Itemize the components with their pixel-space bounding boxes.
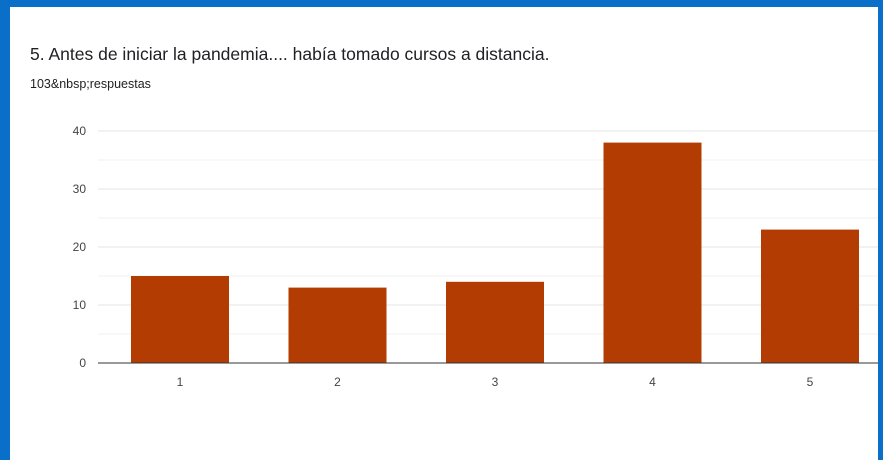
bar-3 (446, 281, 544, 363)
bar-4 (603, 142, 702, 363)
bar-1 (131, 276, 229, 363)
y-tick-label: 10 (73, 298, 87, 312)
bar-2 (288, 287, 387, 363)
x-tick-label: 4 (649, 375, 656, 389)
x-tick-label: 1 (177, 375, 184, 389)
response-count: 103&nbsp;respuestas (30, 77, 151, 91)
bar-5 (761, 229, 859, 363)
y-tick-label: 20 (73, 240, 87, 254)
y-tick-label: 0 (79, 356, 86, 370)
x-tick-label: 2 (334, 375, 341, 389)
x-axis-tick-labels: 1 2 3 4 5 (177, 375, 814, 389)
y-tick-label: 30 (73, 182, 87, 196)
y-tick-label: 40 (73, 124, 87, 138)
x-tick-label: 5 (807, 375, 814, 389)
question-title: 5. Antes de iniciar la pandemia.... habí… (30, 44, 550, 64)
bars (131, 142, 859, 363)
y-axis-tick-labels: 0 10 20 30 40 (73, 124, 87, 370)
x-tick-label: 3 (492, 375, 499, 389)
